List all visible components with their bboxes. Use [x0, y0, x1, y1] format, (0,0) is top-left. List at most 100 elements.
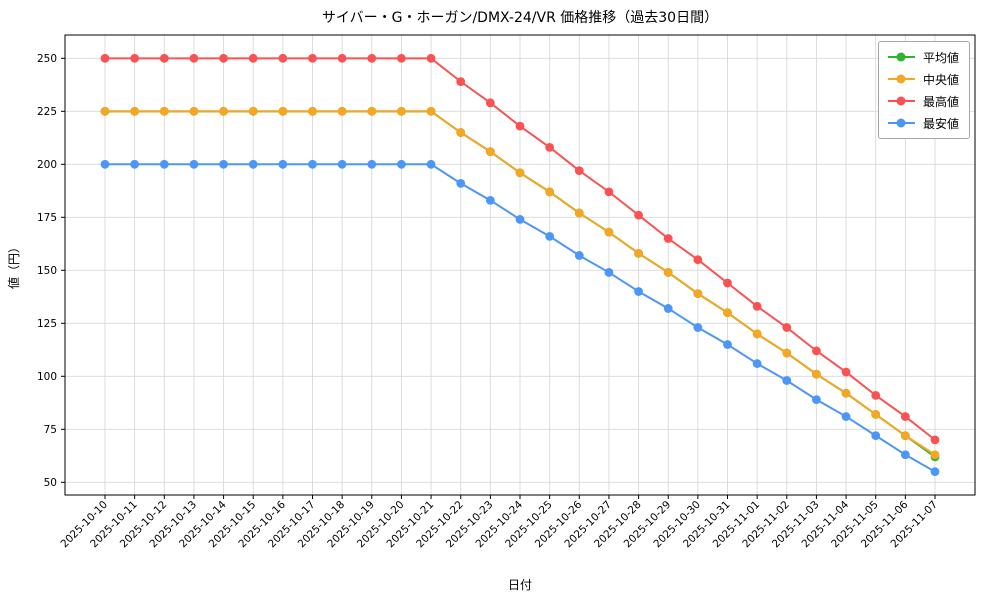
data-point-max	[634, 210, 643, 220]
data-point-max	[219, 53, 228, 63]
data-point-max	[723, 278, 732, 288]
data-point-min	[545, 231, 555, 241]
data-point-min	[248, 159, 258, 169]
y-tick-label: 175	[37, 212, 57, 224]
data-point-max	[930, 435, 940, 445]
data-point-max	[782, 323, 792, 332]
y-tick-label: 225	[37, 106, 57, 118]
data-point-min	[752, 359, 762, 368]
data-point-max	[545, 142, 555, 152]
data-point-min	[871, 431, 881, 441]
data-point-min	[397, 159, 406, 169]
data-point-min	[308, 159, 317, 169]
data-point-median	[841, 388, 851, 398]
data-point-median	[426, 106, 436, 116]
data-point-max	[130, 53, 140, 63]
data-point-max	[604, 187, 614, 197]
data-point-median	[130, 106, 140, 116]
data-point-min	[219, 159, 228, 169]
legend-item-average: 平均値	[887, 48, 959, 66]
data-point-median	[456, 128, 466, 137]
data-point-median	[367, 106, 377, 116]
data-point-min	[930, 467, 940, 477]
data-point-min	[812, 395, 821, 405]
data-point-median	[900, 431, 910, 441]
data-point-max	[871, 390, 881, 400]
legend-item-max: 最高値	[887, 92, 959, 110]
data-point-max	[308, 53, 317, 63]
y-tick-label: 250	[37, 53, 57, 65]
legend-marker-max-icon	[887, 96, 915, 107]
data-point-max	[456, 77, 466, 87]
y-tick-label: 150	[37, 265, 57, 277]
data-point-median	[782, 348, 792, 358]
data-point-max	[367, 53, 377, 63]
data-point-max	[278, 53, 288, 63]
data-point-max	[337, 53, 347, 63]
data-point-median	[723, 308, 732, 318]
data-point-min	[841, 412, 851, 421]
data-point-median	[693, 289, 703, 299]
data-point-median	[337, 106, 347, 116]
data-point-median	[189, 106, 199, 116]
legend-label-min: 最安値	[922, 116, 959, 131]
data-point-min	[604, 268, 614, 277]
legend-label-max: 最高値	[922, 94, 959, 109]
data-point-min	[367, 159, 377, 169]
data-point-min	[100, 159, 110, 169]
data-point-median	[159, 106, 169, 116]
data-point-max	[812, 346, 821, 356]
data-point-median	[100, 106, 110, 116]
legend-item-min: 最安値	[887, 114, 959, 132]
data-point-max	[663, 234, 673, 243]
data-point-max	[426, 53, 436, 63]
y-tick-label: 100	[37, 371, 57, 383]
data-point-median	[634, 248, 643, 258]
data-point-median	[574, 208, 584, 218]
legend-label-median: 中央値	[922, 72, 959, 87]
data-point-median	[219, 106, 228, 116]
data-point-min	[574, 251, 584, 260]
y-tick-label: 125	[37, 318, 57, 330]
plot-border	[64, 34, 976, 496]
y-tick-label: 75	[44, 424, 57, 436]
data-point-min	[663, 304, 673, 313]
legend-marker-average-icon	[887, 52, 915, 63]
data-point-min	[278, 159, 288, 169]
data-point-median	[752, 329, 762, 339]
data-point-min	[782, 376, 792, 385]
y-tick-label: 200	[37, 159, 57, 171]
data-point-max	[485, 98, 495, 108]
data-point-median	[545, 187, 555, 197]
y-axis-label: 値（円）	[6, 241, 21, 289]
data-point-max	[515, 121, 525, 131]
data-point-min	[723, 340, 732, 349]
data-point-min	[337, 159, 347, 169]
data-point-max	[841, 367, 851, 377]
data-point-max	[159, 53, 169, 63]
data-point-max	[693, 255, 703, 265]
data-point-median	[930, 450, 940, 460]
data-point-median	[663, 268, 673, 277]
legend: 平均値 中央値 最高値 最安値	[877, 41, 970, 139]
data-point-median	[278, 106, 288, 116]
data-point-min	[159, 159, 169, 169]
legend-item-median: 中央値	[887, 70, 959, 88]
data-point-median	[248, 106, 258, 116]
data-point-median	[308, 106, 317, 116]
data-point-median	[812, 369, 821, 379]
data-point-max	[248, 53, 258, 63]
data-point-median	[397, 106, 406, 116]
y-tick-label: 50	[44, 477, 57, 489]
data-point-max	[397, 53, 406, 63]
data-point-max	[100, 53, 110, 63]
data-point-min	[900, 450, 910, 460]
data-point-median	[515, 168, 525, 178]
data-point-max	[752, 301, 762, 311]
x-axis-label: 日付	[508, 578, 532, 592]
data-point-median	[485, 147, 495, 156]
data-point-max	[574, 166, 584, 176]
data-point-min	[485, 195, 495, 205]
